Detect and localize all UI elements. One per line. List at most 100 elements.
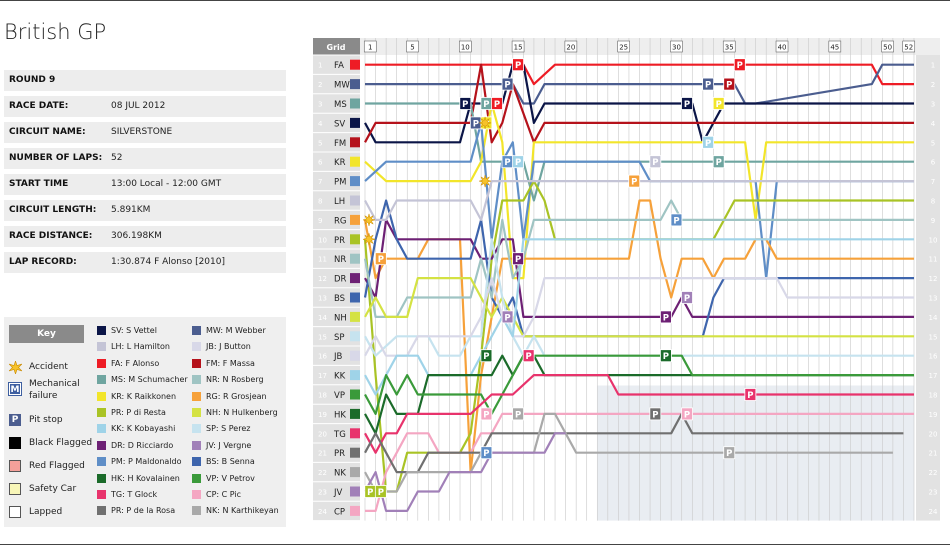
pit-stop-glyph: P — [631, 178, 637, 188]
pit-stop-glyph: P — [684, 410, 690, 420]
driver-swatch — [192, 506, 201, 516]
lap-tick-box — [722, 40, 736, 53]
info-row: START TIME 13:00 Local - 12:00 GMT — [4, 174, 286, 195]
grid-driver-swatch — [350, 117, 360, 128]
driver-label: KR: K Raikkonen — [111, 391, 177, 401]
lap-tick-label: 35 — [725, 44, 734, 52]
red-flag-icon — [9, 460, 21, 472]
lap-tick-label: 45 — [830, 44, 839, 52]
lap-tick-label: 10 — [461, 44, 470, 52]
finish-position-number: 8 — [931, 198, 935, 206]
driver-label: CP: C Pic — [206, 490, 242, 499]
pit-stop-marker — [723, 446, 736, 460]
grid-position-number: 18 — [318, 392, 327, 400]
pit-stop-glyph: P — [705, 81, 711, 91]
black-flag-icon — [9, 437, 21, 449]
grid-header-label: Grid — [327, 43, 346, 52]
driver-swatch — [192, 457, 201, 467]
grid-driver-code: PR — [334, 236, 345, 246]
pit-stop-glyph: P — [515, 410, 521, 420]
key-item-label: Red Flagged — [29, 461, 85, 471]
pit-stop-glyph: P — [726, 81, 732, 91]
grid-driver-swatch — [350, 234, 360, 245]
grid-driver-swatch — [350, 350, 360, 361]
driver-swatch — [97, 391, 106, 401]
driver-label: NK: N Karthikeyan — [206, 506, 279, 516]
grid-driver-code: NK — [334, 469, 346, 479]
key-panel: Key Accident M Mechanical failure P Pit stop B… — [4, 317, 286, 527]
driver-label: SV: S Vettel — [111, 326, 157, 335]
driver-position-line — [364, 374, 914, 454]
driver-position-line — [364, 63, 914, 144]
pit-stop-marker — [480, 407, 493, 421]
driver-swatch — [97, 473, 106, 483]
accident-marker — [362, 232, 376, 247]
finish-position-number: 7 — [931, 178, 935, 186]
lap-tick-box — [670, 40, 683, 53]
driver-swatch — [97, 408, 106, 417]
driver-label: MS: M Schumacher — [111, 375, 188, 385]
grid-driver-code: KR — [334, 158, 346, 168]
lap-tick-label: 40 — [778, 44, 787, 52]
grid-position-number: 16 — [318, 353, 327, 361]
grid-position-number: 2 — [318, 81, 322, 89]
driver-label: FM: F Massa — [206, 358, 255, 368]
info-value: SILVERSTONE — [111, 127, 173, 137]
key-item-label: Accident — [29, 362, 68, 372]
pit-stop-glyph: P — [663, 352, 669, 362]
lap-tick-label: 20 — [566, 44, 575, 52]
finish-position-number: 2 — [931, 81, 935, 89]
driver-swatch — [192, 326, 201, 335]
key-item-label: Mechanical failure — [29, 379, 80, 401]
driver-swatch — [97, 457, 106, 467]
top-rule — [0, 0, 950, 1]
info-label: ROUND 9 — [9, 75, 56, 85]
finish-position-number: 21 — [929, 450, 938, 458]
info-row: RACE DATE: 08 JUL 2012 — [4, 96, 286, 117]
driver-swatch — [97, 440, 106, 450]
info-label: RACE DATE: — [9, 101, 69, 111]
driver-position-line — [364, 412, 904, 474]
grid-position-number: 12 — [318, 275, 327, 283]
finish-position-number: 14 — [929, 314, 938, 322]
grid-driver-swatch — [350, 253, 360, 264]
lap-tick-label: 15 — [514, 44, 523, 52]
finish-position-number: 9 — [931, 217, 935, 225]
lap-tick-box — [458, 40, 472, 53]
grid-driver-swatch — [350, 505, 360, 516]
driver-swatch — [192, 490, 201, 499]
key-item-label: Black Flagged — [29, 438, 93, 448]
accident-marker — [478, 174, 493, 189]
finish-position-number: 23 — [929, 489, 938, 497]
finish-position-number: 5 — [931, 139, 935, 147]
driver-swatch — [192, 375, 201, 385]
lap-tick-box — [363, 40, 377, 53]
finish-position-number: 3 — [931, 101, 935, 109]
lap-tick-box — [511, 40, 525, 53]
driver-swatch — [97, 326, 106, 335]
pit-stop-marker — [501, 310, 514, 324]
info-row: CIRCUIT NAME: SILVERSTONE — [4, 122, 286, 143]
grid-driver-swatch — [350, 486, 360, 497]
driver-position-line — [364, 432, 566, 512]
pit-stop-glyph: P — [473, 119, 479, 129]
info-row: RACE DISTANCE: 306.198KM — [4, 226, 286, 247]
driver-label: RG: R Grosjean — [206, 391, 267, 401]
pit-stop-marker — [480, 349, 493, 363]
driver-label: PR: P de la Rosa — [111, 506, 176, 516]
lap-tick-box — [828, 40, 842, 53]
info-row: NUMBER OF LAPS: 52 — [4, 148, 286, 169]
lap-tick-label: 5 — [410, 44, 414, 52]
driver-position-line — [364, 218, 914, 318]
grid-position-number: 7 — [318, 178, 322, 186]
grid-position-number: 22 — [318, 469, 327, 477]
driver-label: HK: H Kovalainen — [111, 473, 180, 483]
pit-stop-marker — [649, 407, 662, 421]
grid-driver-code: VP — [334, 391, 345, 401]
finish-position-number: 20 — [929, 430, 938, 438]
pit-stop-glyph: P — [483, 449, 489, 459]
grid-position-number: 15 — [318, 333, 327, 341]
driver-label: JV: J Vergne — [206, 440, 252, 450]
grid-position-number: 17 — [318, 372, 327, 380]
pit-stop-marker — [628, 174, 641, 188]
